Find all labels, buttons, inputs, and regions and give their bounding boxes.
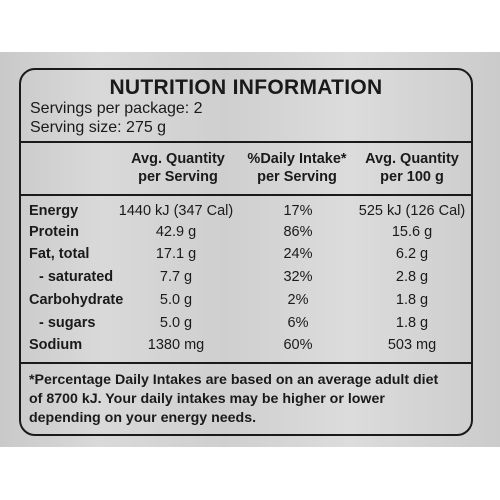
- table-row-sugars: - sugars 5.0 g 6% 1.8 g: [39, 315, 429, 331]
- divider-header: [21, 194, 471, 196]
- nutrition-information-panel: NUTRITION INFORMATION Servings per packa…: [19, 68, 473, 436]
- table-row-sodium: Sodium 1380 mg 60% 503 mg: [29, 337, 437, 353]
- table-row-carbohydrate: Carbohydrate 5.0 g 2% 1.8 g: [29, 292, 429, 308]
- table-row-fat-total: Fat, total 17.1 g 24% 6.2 g: [29, 246, 429, 262]
- column-header-per-100g: Avg. Quantity per 100 g: [365, 151, 459, 185]
- divider-footnote: [21, 362, 471, 364]
- footnote: *Percentage Daily Intakes are based on a…: [29, 372, 439, 426]
- table-row-saturated: - saturated 7.7 g 32% 2.8 g: [39, 269, 429, 285]
- background-panel: [0, 52, 500, 447]
- servings-per-package: Servings per package: 2: [30, 100, 203, 117]
- table-row-energy: Energy 1440 kJ (347 Cal) 17% 525 kJ (126…: [29, 203, 466, 219]
- column-header-daily-intake: %Daily Intake* per Serving: [247, 151, 347, 185]
- panel-title: NUTRITION INFORMATION: [109, 76, 383, 99]
- serving-size: Serving size: 275 g: [30, 119, 167, 136]
- divider-top: [21, 141, 471, 143]
- column-header-per-serving: Avg. Quantity per Serving: [131, 151, 225, 185]
- table-row-protein: Protein 42.9 g 86% 15.6 g: [29, 224, 433, 240]
